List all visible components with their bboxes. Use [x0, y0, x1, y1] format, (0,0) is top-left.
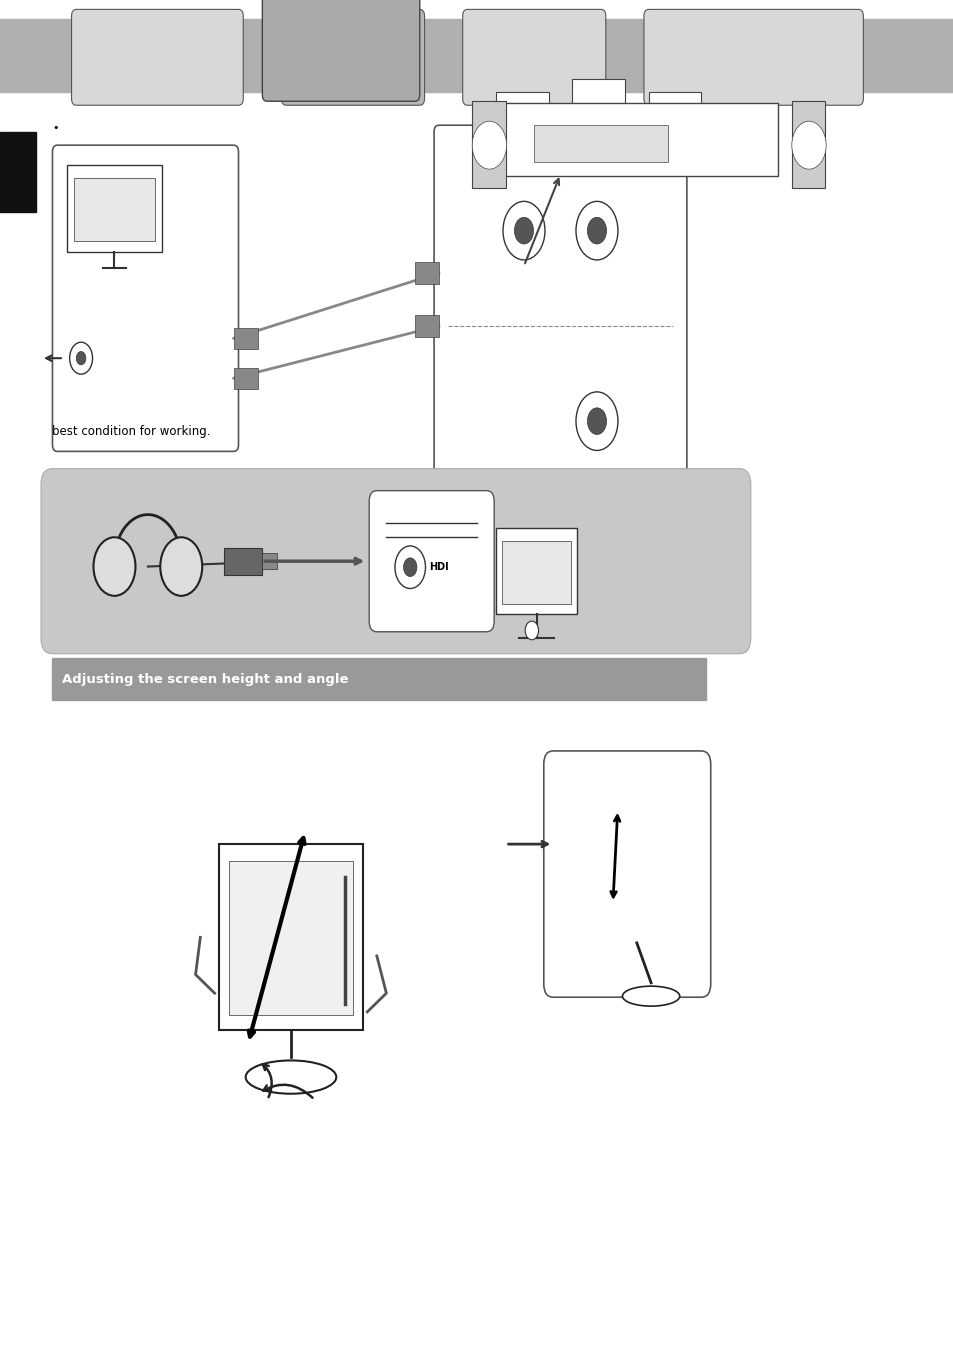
Circle shape: [76, 351, 86, 364]
Bar: [500, 103, 777, 176]
FancyBboxPatch shape: [262, 0, 419, 101]
Ellipse shape: [621, 986, 679, 1006]
Circle shape: [791, 122, 825, 169]
Circle shape: [502, 201, 544, 261]
Circle shape: [395, 545, 425, 589]
Circle shape: [70, 342, 92, 374]
Bar: [219, 844, 362, 1030]
Text: best condition for working.: best condition for working.: [52, 425, 211, 437]
Bar: [67, 165, 162, 251]
Circle shape: [514, 217, 533, 244]
Bar: [472, 101, 505, 188]
FancyBboxPatch shape: [369, 490, 494, 632]
Circle shape: [160, 537, 202, 595]
FancyBboxPatch shape: [434, 126, 686, 491]
Bar: [501, 541, 571, 603]
Bar: [572, 78, 624, 132]
FancyBboxPatch shape: [462, 9, 605, 105]
FancyBboxPatch shape: [71, 9, 243, 105]
Circle shape: [403, 558, 416, 576]
Bar: [233, 328, 257, 348]
Text: Adjusting the screen height and angle: Adjusting the screen height and angle: [62, 672, 348, 686]
Bar: [496, 92, 548, 146]
Bar: [229, 861, 353, 1014]
Circle shape: [576, 392, 618, 451]
Circle shape: [587, 217, 606, 244]
Bar: [0, 19, 953, 92]
FancyBboxPatch shape: [41, 468, 750, 653]
Bar: [74, 178, 154, 242]
FancyBboxPatch shape: [543, 751, 710, 998]
Circle shape: [587, 408, 606, 435]
FancyBboxPatch shape: [643, 9, 862, 105]
Bar: [415, 316, 438, 336]
Bar: [534, 126, 667, 162]
Text: HDI: HDI: [429, 562, 449, 572]
Bar: [0, 132, 36, 212]
Bar: [791, 101, 824, 188]
Ellipse shape: [246, 1061, 335, 1094]
Bar: [496, 528, 577, 614]
Circle shape: [524, 621, 537, 640]
Bar: [648, 92, 700, 146]
Circle shape: [576, 201, 618, 261]
Bar: [262, 554, 276, 570]
Bar: [233, 367, 257, 389]
FancyBboxPatch shape: [52, 146, 238, 451]
Bar: [52, 657, 705, 701]
Circle shape: [472, 122, 506, 169]
Text: •: •: [52, 123, 59, 132]
Bar: [415, 262, 438, 284]
Bar: [224, 548, 262, 575]
FancyBboxPatch shape: [281, 9, 424, 105]
Circle shape: [93, 537, 135, 595]
